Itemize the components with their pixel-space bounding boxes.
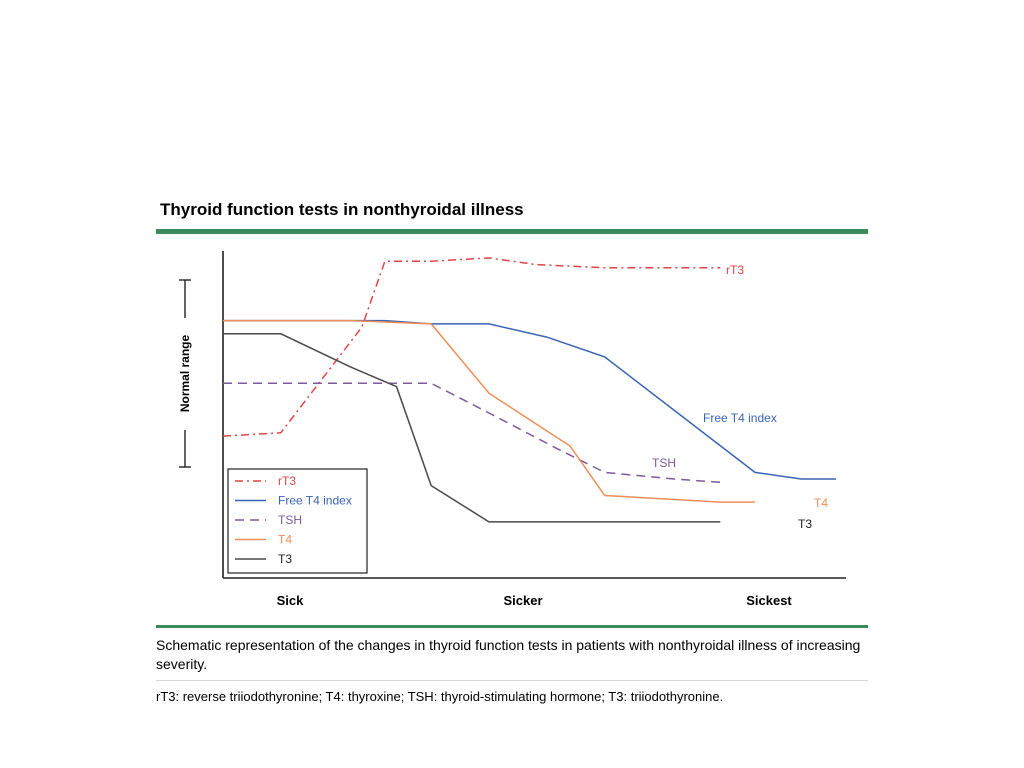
series-end-label-rt3: rT3 xyxy=(726,263,744,277)
series-end-label-t4: T4 xyxy=(814,496,828,510)
series-line-rt3 xyxy=(222,257,721,437)
chart-axes xyxy=(222,251,846,579)
y-axis-label: Normal range xyxy=(178,334,192,412)
figure-title: Thyroid function tests in nonthyroidal i… xyxy=(160,200,524,219)
caption-divider xyxy=(156,680,868,681)
series-line-tsh xyxy=(223,382,721,484)
x-tick-label: Sickest xyxy=(746,593,792,608)
caption-rule xyxy=(156,625,868,628)
legend-box xyxy=(227,468,368,574)
series-end-label-t3: T3 xyxy=(798,517,812,531)
chart-legend: rT3 Free T4 index TSH T4 T3 xyxy=(227,468,368,574)
series-end-label-free-t4-index: Free T4 index xyxy=(703,411,777,425)
legend-label: T3 xyxy=(278,552,292,566)
chart-series xyxy=(222,257,836,523)
x-tick-label: Sicker xyxy=(503,593,542,608)
legend-label: rT3 xyxy=(278,474,296,488)
series-line-t3 xyxy=(223,333,721,523)
normal-range-indicator: Normal range xyxy=(178,279,192,468)
series-end-label-tsh: TSH xyxy=(652,456,676,470)
legend-label: TSH xyxy=(278,513,302,527)
series-line-free-t4-index xyxy=(223,319,836,480)
series-line-t4 xyxy=(223,319,755,503)
legend-label: T4 xyxy=(278,533,292,547)
figure-footnote: rT3: reverse triiodothyronine; T4: thyro… xyxy=(156,689,724,704)
title-rule xyxy=(156,229,868,234)
legend-label: Free T4 index xyxy=(278,494,352,508)
x-axis-tick-labels: Sick Sicker Sickest xyxy=(277,593,793,608)
x-tick-label: Sick xyxy=(277,593,305,608)
figure-caption: Schematic representation of the changes … xyxy=(156,637,861,672)
